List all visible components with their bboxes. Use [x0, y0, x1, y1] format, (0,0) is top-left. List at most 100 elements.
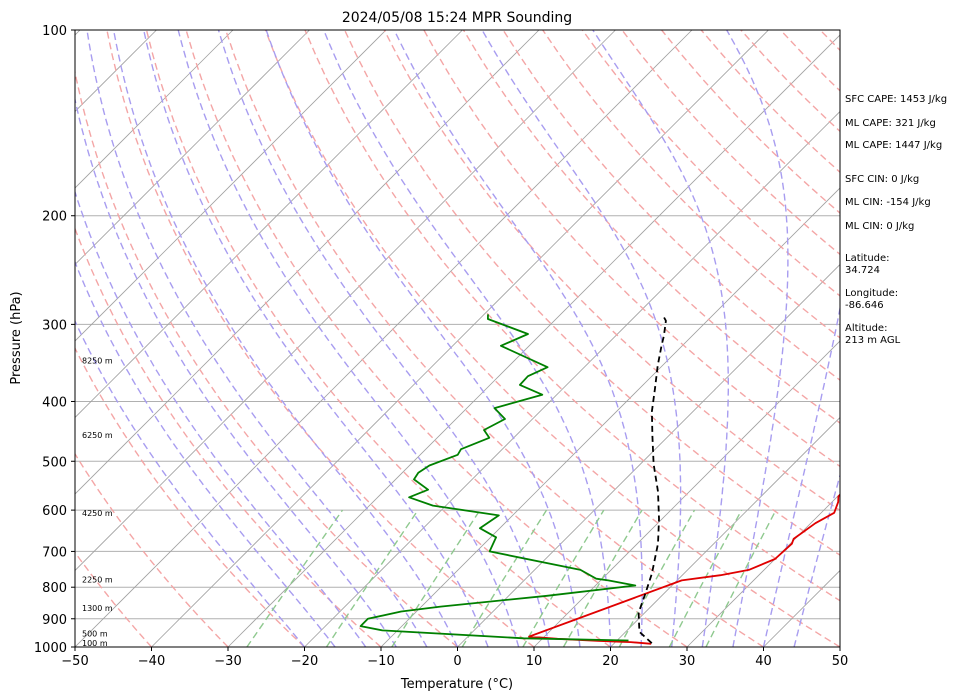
isotherm-line [610, 416, 840, 647]
moist-adiabat [112, 30, 459, 647]
mixing-ratio-line [246, 509, 344, 647]
moist-adiabat [75, 189, 367, 647]
height-label: 500 m [82, 629, 108, 638]
mixing-ratio-line [705, 509, 777, 647]
moist-adiabat [762, 304, 840, 647]
longitude-value: -86.646 [845, 300, 884, 311]
x-tick-label: 20 [602, 654, 619, 669]
dry-adiabat [343, 30, 840, 556]
mixing-ratio-lines [246, 509, 777, 647]
x-tick-label: 50 [832, 654, 849, 669]
altitude-value: 213 m AGL [845, 335, 901, 346]
moist-adiabat [75, 319, 306, 647]
isotherm-line [75, 30, 387, 342]
dry-adiabat [304, 30, 840, 602]
dry-adiabat-lines [75, 30, 840, 647]
moist-adiabat [86, 30, 428, 647]
y-axis-label: Pressure (hPa) [9, 291, 24, 384]
moist-adiabat [793, 473, 840, 647]
isotherm-line [75, 30, 540, 495]
ml-cin-label: ML CIN: -154 J/kg [845, 197, 931, 208]
y-tick-label: 100 [42, 24, 67, 39]
isotherm-line [304, 110, 840, 647]
dry-adiabat [185, 30, 688, 647]
moist-adiabat [393, 30, 643, 647]
mixing-ratio-line [562, 509, 643, 647]
isotherm-line [75, 30, 693, 647]
y-axis-ticks: 100 200 300 400 500 600 700 800 900 1000 [34, 24, 75, 656]
height-label: 6250 m [82, 431, 113, 440]
plot-area [75, 30, 840, 647]
latitude-label: Latitude: [845, 253, 890, 264]
sfc-cape-label: SFC CAPE: 1453 J/kg [845, 94, 947, 105]
x-axis-ticks: −50 −40 −30 −20 −10 0 10 20 30 40 50 [61, 647, 848, 669]
isotherm-line [75, 30, 234, 189]
dry-adiabat [75, 68, 458, 647]
dry-adiabat [145, 30, 611, 647]
y-tick-label: 500 [42, 455, 67, 470]
moist-adiabat [75, 260, 336, 647]
ml-cin-label-2: ML CIN: 0 J/kg [845, 221, 914, 232]
dry-adiabat [462, 30, 840, 424]
mixing-ratio-line [325, 509, 419, 647]
y-tick-label: 700 [42, 545, 67, 560]
x-tick-label: 40 [755, 654, 772, 669]
isotherm-line [75, 30, 616, 572]
ml-cape-label: ML CAPE: 321 J/kg [845, 118, 936, 129]
x-tick-label: 10 [526, 654, 543, 669]
mixing-ratio-line [391, 509, 481, 647]
mixing-ratio-line [668, 509, 743, 647]
moist-adiabat [217, 30, 550, 647]
x-tick-label: −30 [214, 654, 241, 669]
sounding-stats: SFC CAPE: 1453 J/kg ML CAPE: 321 J/kg ML… [845, 94, 947, 346]
dry-adiabat [225, 30, 764, 647]
ml-cape-label-2: ML CAPE: 1447 J/kg [845, 140, 942, 151]
height-label: 2250 m [82, 576, 113, 585]
isotherm-line [227, 34, 840, 647]
y-tick-label: 800 [42, 581, 67, 596]
mixing-ratio-line [618, 509, 696, 647]
height-label: 8250 m [82, 356, 113, 365]
dry-adiabat [502, 30, 840, 382]
altitude-label: Altitude: [845, 323, 887, 334]
isotherm-line [686, 493, 840, 647]
dry-adiabat [75, 346, 305, 647]
dewpoint-profile-line [359, 314, 637, 642]
dry-adiabat [581, 30, 840, 297]
moist-adiabat [726, 30, 789, 647]
mixing-ratio-line [461, 509, 548, 647]
y-tick-label: 200 [42, 210, 67, 225]
dry-adiabat [75, 551, 153, 647]
dry-adiabat [542, 30, 840, 339]
isotherm-line [380, 187, 840, 647]
dry-adiabat [264, 30, 840, 647]
parcel-profile-line [637, 313, 667, 644]
moist-adiabat [265, 30, 581, 647]
y-tick-label: 400 [42, 395, 67, 410]
dry-adiabat [383, 30, 840, 512]
series-lines [359, 313, 840, 645]
dry-adiabat [423, 30, 840, 468]
isotherm-line [533, 340, 840, 647]
y-tick-label: 600 [42, 504, 67, 519]
moist-adiabat [481, 30, 682, 647]
mixing-ratio-line [522, 509, 605, 647]
height-label: 1300 m [82, 604, 113, 613]
moist-adiabat [75, 96, 397, 647]
sfc-cin-label: SFC CIN: 0 J/kg [845, 174, 919, 185]
moist-adiabat [177, 30, 520, 647]
x-tick-label: 30 [679, 654, 696, 669]
y-tick-label: 900 [42, 613, 67, 628]
x-tick-label: 0 [453, 654, 461, 669]
x-axis-label: Temperature (°C) [400, 677, 513, 692]
isotherm-line [75, 30, 463, 419]
x-tick-label: −10 [367, 654, 394, 669]
height-label: 100 m [82, 639, 108, 648]
x-tick-label: −50 [61, 654, 88, 669]
longitude-label: Longitude: [845, 288, 898, 299]
latitude-value: 34.724 [845, 265, 880, 276]
y-tick-label: 1000 [34, 641, 67, 656]
